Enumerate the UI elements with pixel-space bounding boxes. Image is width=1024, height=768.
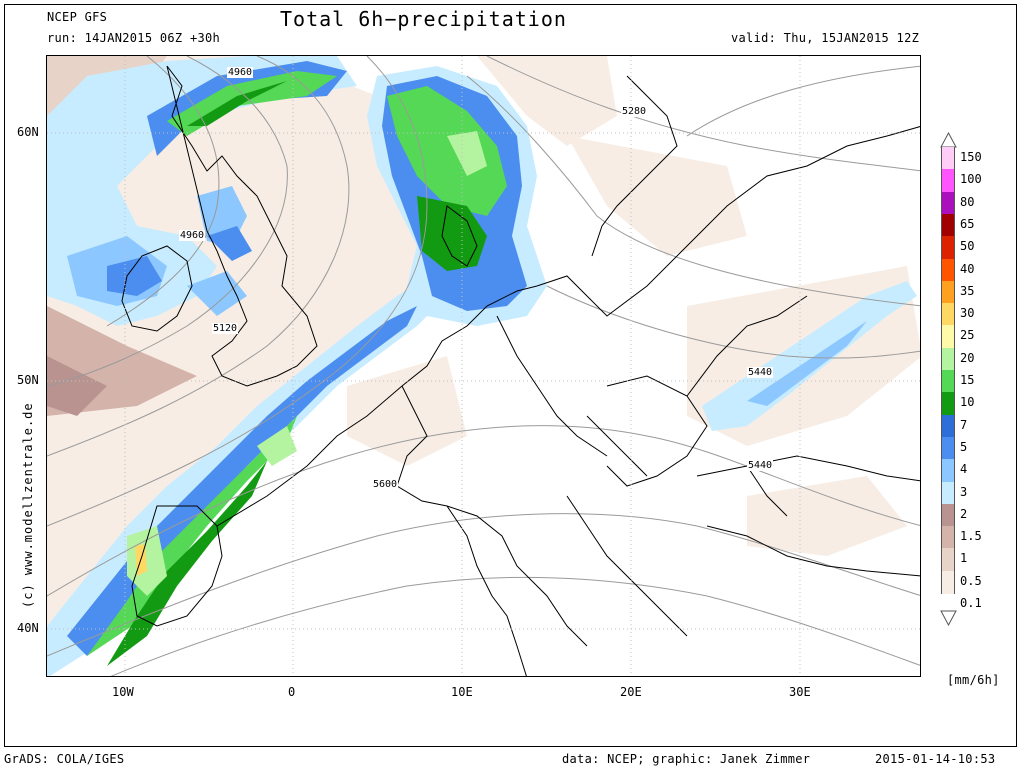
- lon-label: 10E: [451, 685, 473, 699]
- footer-grads: GrADS: COLA/IGES: [4, 752, 125, 766]
- legend-level-label: 65: [960, 216, 975, 231]
- legend-level-label: 40: [960, 261, 975, 276]
- legend-level-label: 100: [960, 172, 982, 187]
- contour-label: 5440: [747, 460, 774, 471]
- lat-label: 40N: [17, 621, 39, 635]
- legend-swatch: [941, 503, 955, 527]
- legend-level-label: 150: [960, 150, 982, 164]
- legend-level-label: 50: [960, 239, 975, 254]
- legend-swatch: [941, 347, 955, 371]
- legend-level-label: 7: [960, 417, 968, 432]
- legend-swatch: [941, 459, 955, 483]
- legend-level-label: 80: [960, 194, 975, 209]
- legend-swatch: [941, 436, 955, 460]
- legend-swatch: [941, 570, 955, 594]
- legend-swatch: [941, 169, 955, 193]
- lon-label: 20E: [620, 685, 642, 699]
- legend-swatch: [941, 481, 955, 505]
- legend-top-arrow: [940, 132, 957, 148]
- legend-swatch: [941, 414, 955, 438]
- legend-swatch: [941, 213, 955, 237]
- lon-label: 0: [288, 685, 296, 699]
- legend-level-label: 1: [960, 551, 968, 566]
- legend-swatch: [941, 191, 955, 215]
- geopotential-contours: [47, 56, 920, 676]
- contour-label: 5440: [747, 367, 774, 378]
- precipitation-map: 4960 4960 5120 5280 5440 5440 5600: [46, 55, 921, 677]
- contour-label: 4960: [179, 230, 206, 241]
- legend-level-label: 0.1: [960, 596, 982, 610]
- lon-label: 10W: [112, 685, 134, 699]
- legend-swatch: [941, 526, 955, 550]
- legend-bottom-arrow: [940, 610, 957, 626]
- legend-swatch: [941, 147, 955, 170]
- heavy-precip-layer: [47, 56, 917, 676]
- lon-label: 30E: [789, 685, 811, 699]
- legend-level-label: 15: [960, 373, 975, 387]
- legend-level-label: 2: [960, 506, 968, 521]
- model-name: NCEP GFS: [47, 10, 108, 24]
- legend-swatch: [941, 236, 955, 260]
- legend-level-label: 5: [960, 439, 968, 454]
- contour-label: 4960: [227, 67, 254, 78]
- lat-label: 60N: [17, 125, 39, 139]
- legend-level-label: 4: [960, 462, 968, 477]
- legend-swatch: [941, 325, 955, 349]
- legend-swatch: [941, 280, 955, 304]
- legend-level-label: 20: [960, 350, 975, 365]
- legend-swatch: [941, 370, 955, 393]
- contour-label: 5120: [212, 323, 239, 334]
- contour-label: 5600: [372, 479, 399, 490]
- legend-swatch: [941, 303, 955, 327]
- legend-swatch: [941, 548, 955, 572]
- legend-unit: [mm/6h]: [947, 673, 1000, 687]
- coastlines: [121, 65, 920, 676]
- legend-level-label: 10: [960, 395, 975, 410]
- plot-frame: [4, 4, 1017, 747]
- legend-swatch: [941, 392, 955, 416]
- footer-source: data: NCEP; graphic: Janek Zimmer: [562, 752, 811, 766]
- legend-level-label: 1.5: [960, 529, 982, 544]
- contour-label: 5280: [621, 106, 648, 117]
- legend-level-label: 35: [960, 283, 975, 298]
- legend-level-label: 30: [960, 306, 975, 321]
- credit-text: (c) www.modellzentrale.de: [21, 402, 35, 608]
- legend-level-label: 3: [960, 484, 968, 499]
- lat-label: 50N: [17, 373, 39, 387]
- map-canvas: [47, 56, 920, 676]
- legend-level-label: 25: [960, 328, 975, 343]
- run-info: run: 14JAN2015 06Z +30h: [47, 31, 221, 45]
- legend-level-label: 0.5: [960, 573, 982, 588]
- footer-timestamp: 2015-01-14-10:53: [875, 752, 996, 766]
- legend-swatch: [941, 258, 955, 282]
- valid-time: valid: Thu, 15JAN2015 12Z: [731, 31, 920, 45]
- page-title: Total 6h−precipitation: [280, 7, 567, 31]
